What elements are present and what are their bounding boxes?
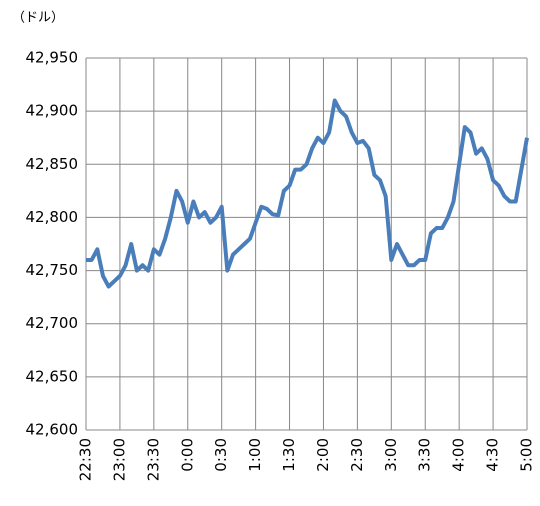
x-tick-label: 3:00	[382, 438, 400, 472]
y-unit: （ドル）	[12, 11, 64, 26]
x-tick-label: 23:30	[144, 438, 162, 481]
x-tick-label: 3:30	[416, 438, 434, 472]
y-tick-label: 42,900	[26, 102, 79, 120]
x-tick-label: 1:00	[246, 438, 264, 472]
x-tick-label: 23:00	[110, 438, 128, 481]
y-tick-label: 42,950	[26, 49, 79, 67]
y-tick-label: 42,650	[26, 367, 79, 385]
line	[86, 98, 529, 289]
y-tick-label: 42,700	[26, 314, 79, 332]
x-tick-label: 0:00	[178, 438, 196, 472]
x-tick-label: 0:30	[212, 438, 230, 472]
y-tick-label: 42,750	[26, 261, 79, 279]
x-tick-label: 22:30	[77, 438, 95, 481]
x-tick-label: 2:00	[314, 438, 332, 472]
x-tick-label: 5:00	[518, 438, 536, 472]
x-tick-label: 4:30	[484, 438, 502, 472]
x-tick-label: 4:00	[450, 438, 468, 472]
y-tick-label: 42,800	[26, 208, 79, 226]
x-tick-label: 2:30	[348, 438, 366, 472]
x-tick-label: 1:30	[280, 438, 298, 472]
y-tick-label: 42,600	[26, 421, 79, 439]
y-tick-label: 42,850	[26, 155, 79, 173]
